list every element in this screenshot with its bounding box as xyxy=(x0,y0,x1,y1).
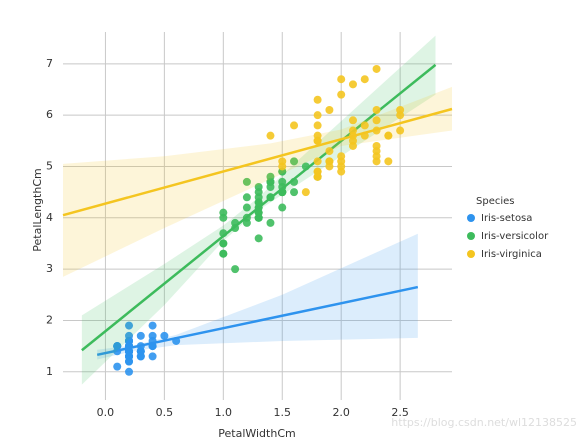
data-point xyxy=(266,183,275,192)
data-point xyxy=(348,116,357,125)
data-point xyxy=(219,249,228,258)
data-point xyxy=(266,218,275,227)
data-point xyxy=(254,234,263,243)
data-point xyxy=(372,116,381,125)
data-point xyxy=(125,367,134,376)
data-point xyxy=(290,121,299,130)
data-point xyxy=(372,106,381,115)
data-point xyxy=(219,239,228,248)
data-point xyxy=(136,331,145,340)
data-point xyxy=(148,321,157,330)
y-tick-label: 1 xyxy=(46,365,53,378)
data-point xyxy=(360,121,369,130)
data-point xyxy=(325,162,334,171)
x-tick-label: 2.5 xyxy=(391,406,409,419)
data-point xyxy=(278,177,287,186)
x-tick-label: 0.0 xyxy=(97,406,115,419)
regression-line xyxy=(96,285,419,357)
legend-label: Iris-versicolor xyxy=(481,231,549,242)
data-point xyxy=(148,352,157,361)
data-point xyxy=(301,188,310,197)
data-point xyxy=(313,136,322,145)
data-point xyxy=(372,152,381,161)
y-tick-label: 5 xyxy=(46,159,53,172)
legend-marker xyxy=(467,214,475,222)
data-point xyxy=(242,193,251,202)
data-point xyxy=(384,157,393,166)
data-point xyxy=(290,188,299,197)
data-point xyxy=(313,111,322,120)
data-point xyxy=(372,64,381,73)
y-tick-label: 2 xyxy=(46,313,53,326)
legend-marker xyxy=(467,250,475,258)
x-axis-label: PetalWidthCm xyxy=(218,427,295,440)
data-point xyxy=(113,342,122,351)
y-tick-label: 4 xyxy=(46,211,53,224)
data-point xyxy=(219,208,228,217)
data-point xyxy=(337,167,346,176)
data-point xyxy=(337,75,346,84)
data-point xyxy=(396,126,405,135)
y-tick-label: 3 xyxy=(46,262,53,275)
data-point xyxy=(396,106,405,115)
data-point xyxy=(136,347,145,356)
legend-label: Iris-setosa xyxy=(481,213,532,224)
y-tick-label: 7 xyxy=(46,57,53,70)
data-point xyxy=(242,177,251,186)
legend-marker xyxy=(467,232,475,240)
data-point xyxy=(313,157,322,166)
data-point xyxy=(337,152,346,161)
data-layer xyxy=(62,35,453,385)
data-point xyxy=(278,157,287,166)
data-point xyxy=(160,331,169,340)
x-tick-label: 2.0 xyxy=(332,406,350,419)
data-point xyxy=(313,172,322,181)
data-point xyxy=(254,183,263,192)
data-point xyxy=(348,80,357,89)
data-point xyxy=(384,131,393,140)
data-point xyxy=(348,141,357,150)
data-point xyxy=(313,95,322,104)
data-point xyxy=(313,121,322,130)
confidence-band xyxy=(97,233,418,360)
data-point xyxy=(266,172,275,181)
data-point xyxy=(372,141,381,150)
x-tick-label: 1.5 xyxy=(274,406,292,419)
regression-line xyxy=(62,107,453,217)
y-tick-label: 6 xyxy=(46,108,53,121)
data-point xyxy=(290,157,299,166)
legend-label: Iris-virginica xyxy=(481,249,542,260)
data-point xyxy=(266,131,275,140)
x-tick-label: 1.0 xyxy=(215,406,233,419)
data-point xyxy=(231,265,240,274)
data-point xyxy=(278,203,287,212)
y-axis-label: PetalLengthCm xyxy=(31,168,44,251)
watermark: https://blog.csdn.net/wl12138525 xyxy=(391,416,577,429)
data-point xyxy=(242,203,251,212)
data-point xyxy=(113,362,122,371)
data-point xyxy=(125,321,134,330)
legend-title: Species xyxy=(476,196,515,207)
data-point xyxy=(325,106,334,115)
data-point xyxy=(337,90,346,99)
data-point xyxy=(360,75,369,84)
data-point xyxy=(325,147,334,156)
x-tick-label: 0.5 xyxy=(156,406,174,419)
